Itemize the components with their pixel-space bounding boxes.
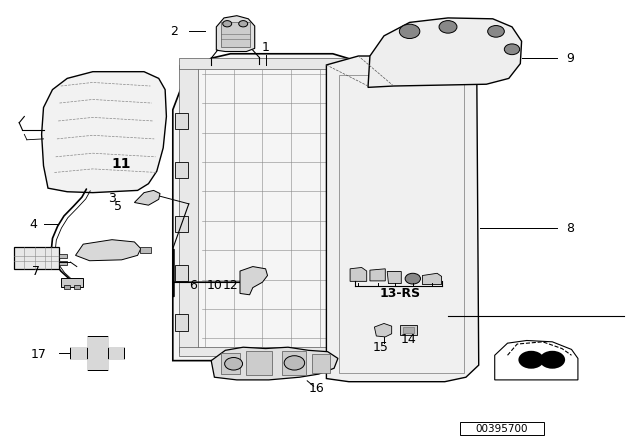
Circle shape bbox=[223, 21, 232, 27]
Polygon shape bbox=[350, 267, 367, 281]
Bar bbox=[14, 247, 59, 269]
Text: 17: 17 bbox=[31, 348, 47, 362]
Circle shape bbox=[399, 24, 420, 39]
Polygon shape bbox=[76, 240, 141, 261]
Bar bbox=[179, 65, 198, 352]
Polygon shape bbox=[87, 336, 108, 370]
Polygon shape bbox=[216, 16, 255, 52]
Bar bbox=[312, 354, 330, 373]
Bar bbox=[221, 353, 240, 374]
Circle shape bbox=[225, 358, 243, 370]
Bar bbox=[339, 75, 464, 373]
Text: 8: 8 bbox=[566, 222, 575, 235]
Text: 9: 9 bbox=[566, 52, 574, 65]
Bar bbox=[282, 351, 306, 375]
Bar bbox=[349, 65, 365, 352]
Bar bbox=[246, 351, 272, 375]
Circle shape bbox=[540, 351, 565, 369]
Polygon shape bbox=[134, 190, 160, 205]
Polygon shape bbox=[368, 18, 522, 87]
Circle shape bbox=[518, 351, 544, 369]
Text: 5: 5 bbox=[115, 199, 122, 213]
Text: 12: 12 bbox=[222, 279, 238, 293]
Text: 4: 4 bbox=[29, 217, 37, 231]
Bar bbox=[175, 265, 188, 281]
Bar bbox=[352, 244, 366, 258]
Bar bbox=[179, 347, 365, 356]
Bar bbox=[61, 278, 83, 287]
Text: 10: 10 bbox=[207, 279, 222, 293]
Circle shape bbox=[284, 356, 305, 370]
Text: 7: 7 bbox=[33, 264, 40, 278]
Text: 11: 11 bbox=[112, 156, 131, 171]
Bar bbox=[59, 254, 67, 258]
Polygon shape bbox=[326, 56, 479, 382]
Bar bbox=[175, 162, 188, 178]
Text: 3: 3 bbox=[108, 191, 116, 205]
Text: 15: 15 bbox=[373, 340, 388, 354]
Bar bbox=[352, 137, 366, 150]
Circle shape bbox=[239, 21, 248, 27]
Polygon shape bbox=[42, 72, 166, 193]
Bar bbox=[175, 314, 188, 331]
Polygon shape bbox=[70, 347, 124, 359]
Bar bbox=[460, 422, 544, 435]
Bar bbox=[140, 247, 151, 253]
Bar bbox=[400, 325, 417, 335]
Polygon shape bbox=[387, 271, 401, 284]
Bar bbox=[179, 58, 365, 69]
Bar bbox=[64, 285, 70, 289]
Polygon shape bbox=[211, 347, 338, 380]
Text: 13-RS: 13-RS bbox=[380, 287, 420, 301]
Polygon shape bbox=[370, 269, 385, 281]
Polygon shape bbox=[70, 359, 87, 370]
Bar bbox=[59, 261, 67, 265]
Text: 16: 16 bbox=[309, 382, 324, 396]
Bar bbox=[175, 216, 188, 232]
Bar bbox=[403, 327, 414, 333]
Text: 00395700: 00395700 bbox=[476, 424, 528, 434]
Text: 14: 14 bbox=[401, 333, 416, 346]
Polygon shape bbox=[173, 54, 371, 361]
Polygon shape bbox=[240, 267, 268, 295]
Bar bbox=[221, 22, 250, 47]
Polygon shape bbox=[70, 336, 87, 347]
Text: 6: 6 bbox=[189, 279, 197, 293]
Polygon shape bbox=[108, 336, 124, 347]
Bar bbox=[352, 190, 366, 204]
Text: 1: 1 bbox=[262, 40, 269, 54]
Circle shape bbox=[488, 26, 504, 37]
Circle shape bbox=[439, 21, 457, 33]
Polygon shape bbox=[374, 323, 392, 337]
Text: 2: 2 bbox=[170, 25, 178, 38]
Circle shape bbox=[504, 44, 520, 55]
Polygon shape bbox=[422, 273, 442, 284]
Bar bbox=[175, 113, 188, 129]
Bar bbox=[74, 285, 80, 289]
Circle shape bbox=[405, 273, 420, 284]
Polygon shape bbox=[108, 359, 124, 370]
